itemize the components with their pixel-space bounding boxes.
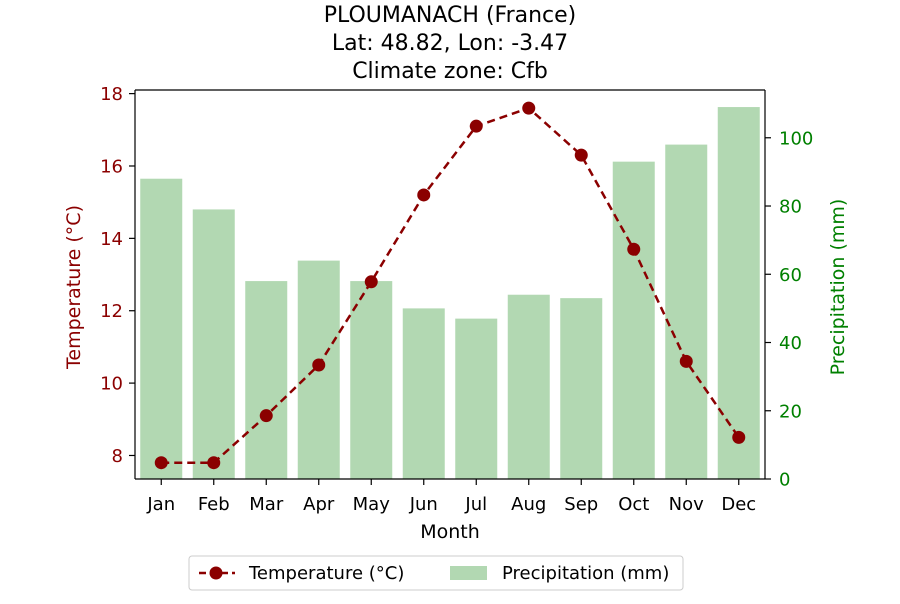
precipitation-axis: 0 20 40 60 80 100 — [765, 128, 813, 491]
legend-box — [188, 555, 684, 591]
month-tick-label: Apr — [303, 494, 335, 515]
y-axis-label-left: Temperature (°C) — [63, 205, 85, 370]
precipitation-bar-may — [350, 281, 393, 479]
precipitation-bar-jan — [140, 178, 183, 479]
temperature-point-jan — [154, 456, 168, 470]
x-axis-label: Month — [420, 521, 480, 543]
precipitation-bar-sep — [560, 298, 603, 479]
temperature-point-nov — [679, 354, 693, 368]
legend-precipitation-swatch — [450, 566, 487, 580]
precipitation-tick-label: 80 — [779, 197, 802, 218]
temperature-tick-label: 8 — [112, 446, 123, 467]
precipitation-bar-jul — [455, 318, 498, 479]
month-tick-label: May — [353, 494, 391, 515]
precipitation-bar-nov — [665, 144, 708, 479]
month-tick-label: Jan — [146, 494, 175, 515]
chart-legend: Temperature (°C) Precipitation (mm) — [188, 555, 684, 591]
precipitation-tick-label: 0 — [779, 470, 790, 491]
chart-title: PLOUMANACH (France) Lat: 48.82, Lon: -3.… — [324, 3, 577, 84]
temperature-point-mar — [259, 409, 273, 423]
precipitation-bar-aug — [507, 294, 550, 479]
plot-frame — [134, 89, 766, 480]
precipitation-bar-mar — [245, 281, 288, 479]
month-tick-label: Jul — [464, 494, 487, 515]
title-line-1: PLOUMANACH (France) — [324, 3, 577, 28]
precipitation-tick-label: 20 — [779, 401, 802, 422]
temperature-point-jul — [469, 119, 483, 133]
month-tick-label: Aug — [511, 494, 546, 515]
temperature-tick-label: 12 — [100, 301, 123, 322]
month-tick-label: Oct — [618, 494, 649, 515]
precipitation-bar-jun — [402, 308, 445, 479]
month-tick-label: Mar — [249, 494, 284, 515]
temperature-point-feb — [207, 456, 221, 470]
title-line-2: Lat: 48.82, Lon: -3.47 — [332, 31, 568, 56]
temperature-point-aug — [522, 101, 536, 115]
month-tick-label: Dec — [721, 494, 756, 515]
title-line-3: Climate zone: Cfb — [352, 59, 548, 84]
precipitation-tick-label: 40 — [779, 333, 802, 354]
temperature-line — [154, 101, 746, 470]
temperature-tick-label: 10 — [100, 374, 123, 395]
legend-temperature-marker — [209, 566, 223, 580]
legend-precipitation-label: Precipitation (mm) — [502, 563, 669, 584]
precipitation-bars — [140, 107, 760, 480]
precipitation-bar-feb — [192, 209, 235, 480]
month-tick-label: Sep — [564, 494, 598, 515]
temperature-point-apr — [312, 358, 326, 372]
precipitation-tick-label: 60 — [779, 265, 802, 286]
temperature-point-oct — [627, 242, 641, 256]
y-axis-label-right: Precipitation (mm) — [827, 199, 849, 376]
temperature-tick-label: 14 — [100, 229, 123, 250]
precipitation-tick-label: 100 — [779, 128, 813, 149]
temperature-tick-label: 16 — [100, 156, 123, 177]
temperature-point-may — [364, 275, 378, 289]
temperature-point-sep — [574, 148, 588, 162]
legend-temperature-label: Temperature (°C) — [248, 563, 404, 584]
month-tick-label: Nov — [669, 494, 704, 515]
temperature-axis: 8 10 12 14 16 18 — [100, 84, 135, 467]
month-tick-label: Feb — [198, 494, 230, 515]
precipitation-bar-oct — [612, 161, 655, 479]
temperature-point-jun — [417, 188, 431, 202]
month-axis: Jan Feb Mar Apr May Jun Jul Aug Sep Oct Nov Dec — [146, 479, 756, 515]
month-tick-label: Jun — [409, 494, 438, 515]
temperature-point-dec — [732, 430, 746, 444]
precipitation-bar-dec — [717, 107, 760, 479]
temperature-series-line — [161, 106, 740, 464]
temperature-tick-label: 18 — [100, 84, 123, 105]
